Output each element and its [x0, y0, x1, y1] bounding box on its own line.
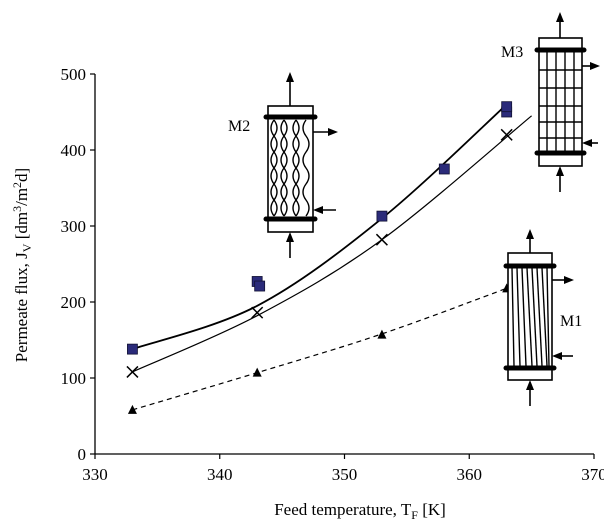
module-m1-illustration: M1: [503, 229, 582, 406]
x-tick-label: 330: [82, 465, 108, 484]
module-m2-illustration: M2: [228, 72, 338, 258]
module-m3-illustration: M3: [501, 12, 600, 192]
module-m1-label: M1: [560, 313, 582, 330]
series-square: [127, 101, 513, 355]
series-triangle-trend-line: [132, 287, 507, 411]
data-point-cross: [126, 365, 139, 378]
data-point-square: [438, 163, 450, 175]
data-point-cross: [375, 233, 388, 246]
data-point-square: [127, 343, 138, 355]
data-point-triangle: [252, 367, 262, 377]
y-tick-label: 200: [61, 293, 87, 312]
data-point-cross: [251, 306, 264, 319]
series-square-trend-line: [132, 103, 508, 350]
series-layer: [126, 101, 532, 414]
x-tick-label: 370: [581, 465, 604, 484]
y-tick-label: 500: [61, 65, 87, 84]
y-tick-label: 0: [78, 445, 87, 464]
axes: 0 100 200 300 400 500 330 340 350 360 370: [61, 65, 604, 484]
x-tick-label: 350: [332, 465, 358, 484]
y-axis-title: Permeate flux, JV [dm3/m2d]: [10, 168, 34, 362]
data-point-cross-stroke: [375, 233, 388, 246]
module-m3-label: M3: [501, 44, 523, 61]
data-point-square: [501, 101, 513, 113]
module-m2-label: M2: [228, 118, 250, 135]
data-point-triangle: [127, 404, 137, 414]
x-axis-title: Feed temperature, TF [K]: [274, 500, 446, 522]
data-point-cross-stroke: [251, 306, 264, 319]
y-tick-label: 400: [61, 141, 87, 160]
series-x-trend-line: [132, 115, 532, 373]
data-point-cross-stroke: [126, 365, 139, 378]
data-point-triangle: [377, 329, 387, 339]
data-point-cross-stroke: [500, 128, 513, 141]
data-point-cross: [500, 128, 513, 141]
y-tick-label: 300: [61, 217, 87, 236]
series-x: [126, 115, 532, 378]
x-tick-label: 340: [207, 465, 233, 484]
y-tick-label: 100: [61, 369, 87, 388]
x-tick-label: 360: [457, 465, 483, 484]
data-point-square: [254, 280, 266, 292]
data-point-square: [376, 210, 388, 222]
